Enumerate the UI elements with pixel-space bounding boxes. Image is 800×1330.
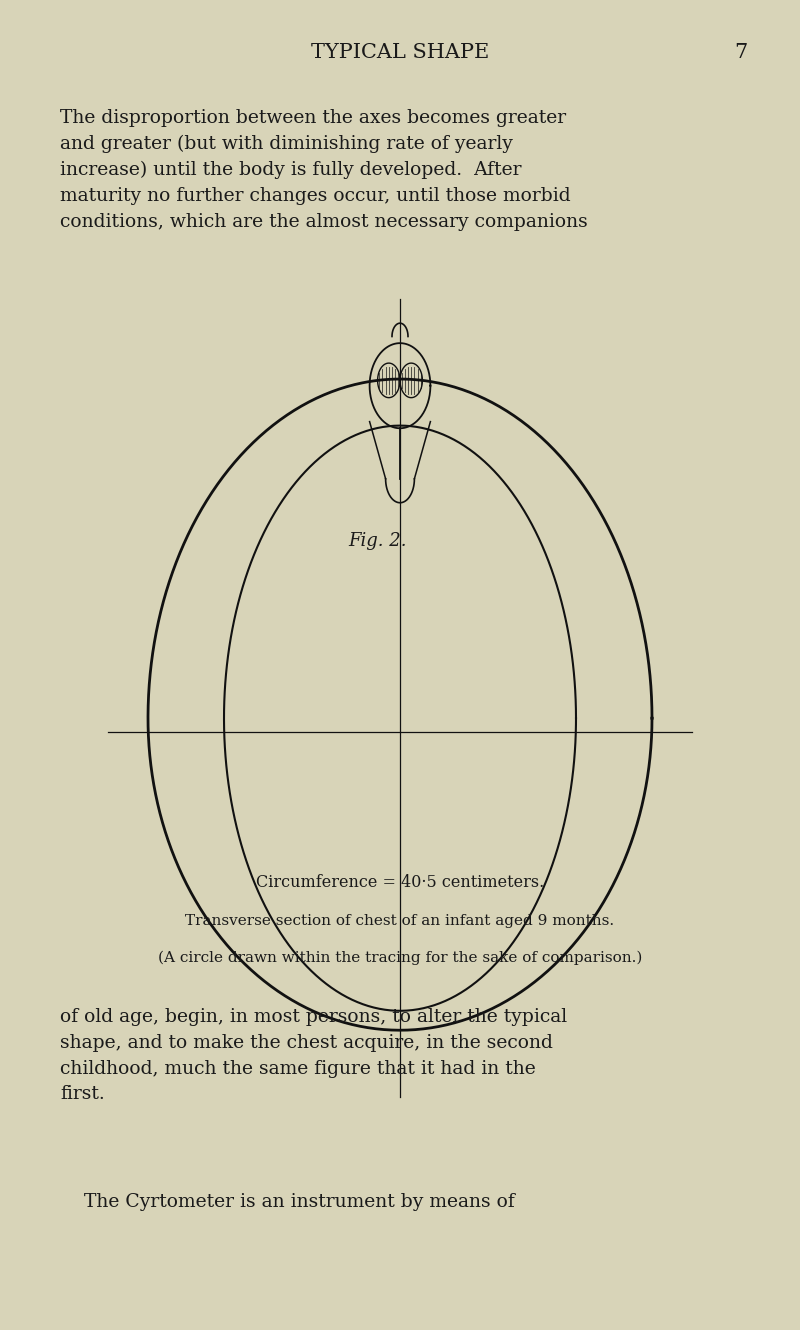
Text: Fig. 2.: Fig. 2. <box>348 532 406 551</box>
Text: 7: 7 <box>734 43 748 61</box>
Text: of old age, begin, in most persons, to alter the typical
shape, and to make the : of old age, begin, in most persons, to a… <box>60 1008 567 1104</box>
Text: The Cyrtometer is an instrument by means of: The Cyrtometer is an instrument by means… <box>60 1193 514 1212</box>
Text: TYPICAL SHAPE: TYPICAL SHAPE <box>311 43 489 61</box>
Text: Circumference = 40·5 centimeters.: Circumference = 40·5 centimeters. <box>256 874 544 891</box>
Text: Transverse section of chest of an infant aged 9 months.: Transverse section of chest of an infant… <box>186 914 614 928</box>
Text: (A circle drawn within the tracing for the sake of comparison.): (A circle drawn within the tracing for t… <box>158 951 642 966</box>
Text: The disproportion between the axes becomes greater
and greater (but with diminis: The disproportion between the axes becom… <box>60 109 588 230</box>
